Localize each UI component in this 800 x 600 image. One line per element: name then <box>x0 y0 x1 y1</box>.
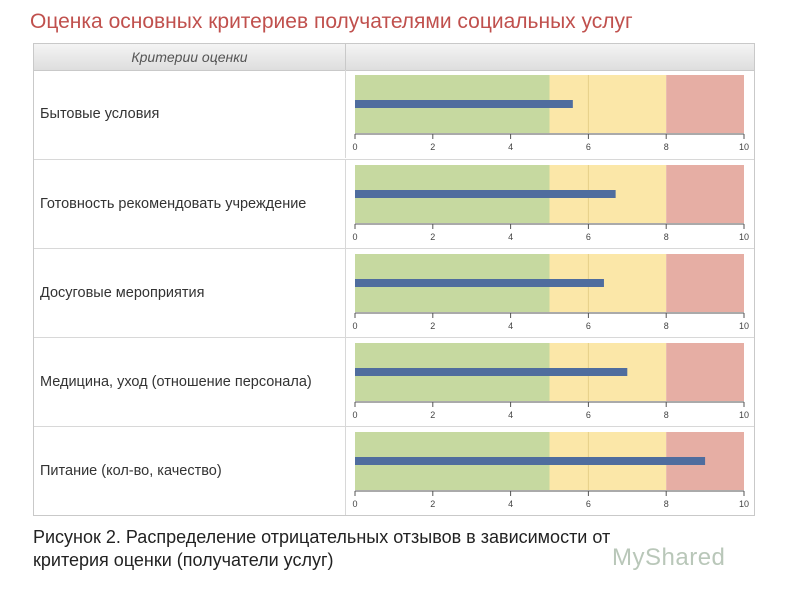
tick-label: 2 <box>430 410 435 420</box>
tick-label: 8 <box>664 142 669 152</box>
range-zone <box>666 165 744 223</box>
tick-label: 6 <box>586 499 591 509</box>
tick-label: 2 <box>430 499 435 509</box>
criteria-row: Медицина, уход (отношение персонала) 0 2 4 6… <box>34 337 754 426</box>
tick-label: 8 <box>664 232 669 242</box>
criteria-row: Готовность рекомендовать учреждение 0 2 4 6 8… <box>34 159 754 248</box>
criteria-label: Готовность рекомендовать учреждение <box>34 160 346 248</box>
bullet-chart: 0 2 4 6 8 10 <box>352 165 749 242</box>
value-bar <box>355 190 616 198</box>
tick-label: 2 <box>430 232 435 242</box>
tick-label: 4 <box>508 142 513 152</box>
bullet-chart-cell: 0 2 4 6 8 10 <box>346 427 754 515</box>
criteria-label: Медицина, уход (отношение персонала) <box>34 338 346 426</box>
tick-label: 10 <box>739 499 749 509</box>
criteria-row: Бытовые условия 0 2 4 6 8 10 <box>34 70 754 159</box>
chart-title: Оценка основных критериев получателями с… <box>30 10 633 33</box>
range-zone <box>666 343 744 401</box>
criteria-row: Досуговые мероприятия 0 2 4 6 8 10 <box>34 248 754 337</box>
criteria-panel: Критерии оценки Бытовые условия 0 2 4 6 8 10 Го… <box>33 43 755 516</box>
tick-label: 2 <box>430 321 435 331</box>
watermark-logo: MyShared <box>612 544 726 571</box>
figure-caption: Рисунок 2. Распределение отрицательных о… <box>33 526 773 572</box>
value-bar <box>355 279 604 287</box>
tick-label: 4 <box>508 499 513 509</box>
bullet-chart: 0 2 4 6 8 10 <box>352 343 749 420</box>
value-bar <box>355 457 706 465</box>
bullet-chart-cell: 0 2 4 6 8 10 <box>346 160 754 248</box>
bullet-chart-cell: 0 2 4 6 8 10 <box>346 249 754 337</box>
criteria-row: Питание (кол-во, качество) 0 2 4 6 8 10 <box>34 426 754 515</box>
caption-line-1: Рисунок 2. Распределение отрицательных о… <box>33 527 611 547</box>
tick-label: 6 <box>586 142 591 152</box>
range-zone <box>666 75 744 133</box>
tick-label: 10 <box>739 410 749 420</box>
criteria-label: Бытовые условия <box>34 70 346 158</box>
tick-label: 0 <box>352 499 357 509</box>
table-header: Критерии оценки <box>34 44 754 71</box>
bullet-chart-cell: 0 2 4 6 8 10 <box>346 70 754 158</box>
tick-label: 8 <box>664 321 669 331</box>
tick-label: 0 <box>352 321 357 331</box>
tick-label: 4 <box>508 232 513 242</box>
tick-label: 0 <box>352 410 357 420</box>
tick-label: 0 <box>352 232 357 242</box>
tick-label: 4 <box>508 321 513 331</box>
tick-label: 8 <box>664 410 669 420</box>
tick-label: 0 <box>352 142 357 152</box>
tick-label: 10 <box>739 321 749 331</box>
value-bar <box>355 368 628 376</box>
tick-label: 8 <box>664 499 669 509</box>
criteria-column-header: Критерии оценки <box>34 44 346 70</box>
tick-label: 2 <box>430 142 435 152</box>
range-zone <box>666 254 744 312</box>
criteria-label: Досуговые мероприятия <box>34 249 346 337</box>
bullet-chart-cell: 0 2 4 6 8 10 <box>346 338 754 426</box>
tick-label: 6 <box>586 232 591 242</box>
caption-line-2: критерия оценки (получатели услуг) <box>33 550 334 570</box>
tick-label: 4 <box>508 410 513 420</box>
tick-label: 10 <box>739 142 749 152</box>
value-bar <box>355 100 573 108</box>
tick-label: 6 <box>586 321 591 331</box>
bullet-chart: 0 2 4 6 8 10 <box>352 254 749 331</box>
bullet-chart: 0 2 4 6 8 10 <box>352 75 749 152</box>
bullet-chart: 0 2 4 6 8 10 <box>352 432 749 509</box>
criteria-label: Питание (кол-во, качество) <box>34 427 346 515</box>
tick-label: 10 <box>739 232 749 242</box>
tick-label: 6 <box>586 410 591 420</box>
